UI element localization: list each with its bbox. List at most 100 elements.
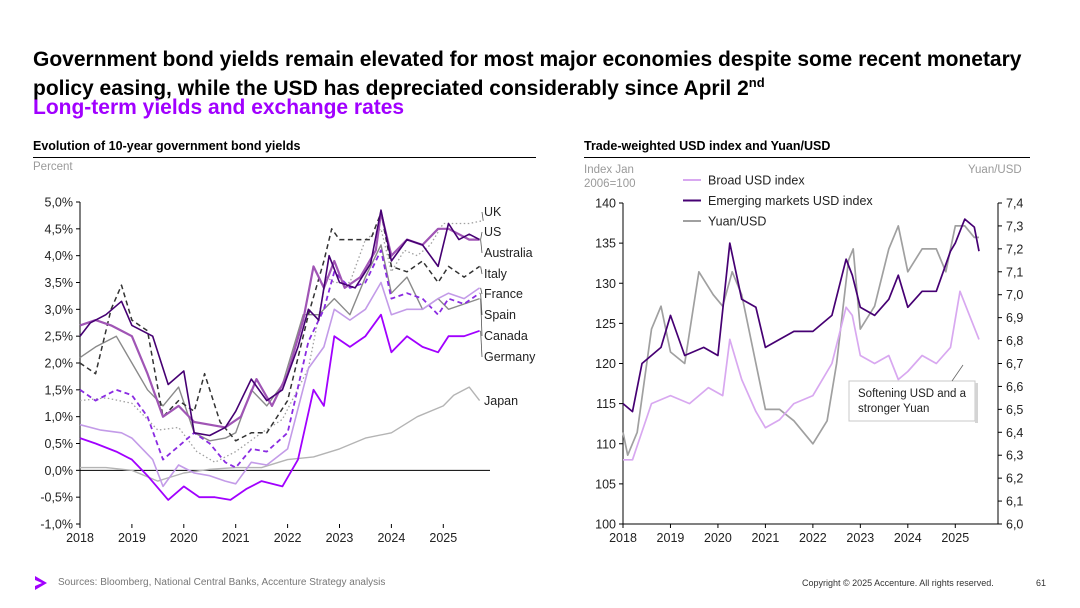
right-y2-tick-label: 6,4	[1006, 426, 1023, 440]
label-leader-germany	[480, 330, 483, 358]
left-y-tick-label: 0,5%	[45, 437, 74, 451]
copyright: Copyright © 2025 Accenture. All rights r…	[802, 578, 994, 588]
right-y2-tick-label: 6,9	[1006, 311, 1023, 325]
left-y-tick-label: 1,0%	[45, 410, 74, 424]
right-chart-rule	[584, 157, 1030, 158]
annotation-text-line1: Softening USD and a	[858, 388, 967, 400]
left-x-tick-label: 2021	[222, 531, 250, 545]
series-label-canada: Canada	[484, 329, 528, 343]
accenture-logo	[35, 576, 47, 590]
label-leader-australia	[480, 239, 483, 254]
right-y2-tick-label: 6,6	[1006, 380, 1023, 394]
series-line-france	[79, 281, 481, 488]
series-label-us: US	[484, 225, 501, 239]
legend-label-broad-usd-index: Broad USD index	[708, 174, 805, 188]
right-x-tick-label: 2024	[894, 531, 922, 545]
label-leader-italy	[480, 266, 483, 275]
page-number: 61	[1036, 578, 1047, 588]
right-y2-tick-label: 7,3	[1006, 219, 1023, 233]
sources-note: Sources: Bloomberg, National Central Ban…	[58, 577, 386, 588]
left-chart-unit: Percent	[33, 161, 73, 173]
right-chart-left-unit: Index Jan 2006=100	[584, 164, 636, 190]
series-line-japan	[80, 386, 481, 482]
series-label-spain: Spain	[484, 308, 516, 322]
left-x-tick-label: 2018	[66, 531, 94, 545]
left-x-tick-label: 2019	[118, 531, 146, 545]
left-x-tick-label: 2022	[274, 531, 302, 545]
right-y2-tick-label: 6,3	[1006, 449, 1023, 463]
right-y2-tick-label: 7,2	[1006, 242, 1023, 256]
right-y-tick-label: 125	[595, 317, 616, 331]
legend-label-emerging-markets-usd-index: Emerging markets USD index	[708, 194, 873, 208]
series-line-spain	[79, 249, 481, 469]
right-x-tick-label: 2025	[941, 531, 969, 545]
series-label-australia: Australia	[484, 246, 533, 260]
right-chart-right-unit: Yuan/USD	[968, 164, 1022, 176]
series-line-uk	[79, 220, 483, 463]
label-leader-canada	[480, 298, 483, 337]
series-label-germany: Germany	[484, 350, 536, 364]
annotation-box	[848, 380, 976, 422]
left-y-tick-label: 5,0%	[45, 196, 74, 210]
series-label-japan: Japan	[484, 394, 518, 408]
left-y-tick-label: 2,0%	[45, 357, 74, 371]
right-y-tick-label: 110	[596, 437, 616, 451]
right-x-tick-label: 2022	[799, 531, 827, 545]
series-line-italy	[79, 211, 481, 442]
right-x-tick-label: 2020	[704, 531, 732, 545]
right-y-tick-label: 100	[595, 518, 616, 532]
series-label-france: France	[484, 287, 523, 301]
series-line-us	[79, 209, 480, 437]
annotation-text-line2: stronger Yuan	[858, 403, 929, 415]
right-y2-tick-label: 6,5	[1006, 403, 1023, 417]
right-y2-tick-label: 6,8	[1006, 334, 1023, 348]
left-y-tick-label: 3,0%	[45, 303, 74, 317]
left-y-tick-label: 0,0%	[45, 464, 74, 478]
right-y2-tick-label: 6,0	[1006, 518, 1023, 532]
left-y-tick-label: 3,5%	[45, 276, 74, 290]
series-line-broad-usd-index	[623, 290, 980, 461]
series-line-yuan-usd	[622, 225, 979, 457]
right-y-tick-label: 120	[595, 357, 616, 371]
right-y-tick-label: 135	[595, 237, 616, 251]
left-y-tick-label: 1,5%	[45, 383, 74, 397]
right-y2-tick-label: 6,2	[1006, 472, 1023, 486]
left-chart-rule	[33, 157, 536, 158]
left-chart-title: Evolution of 10-year government bond yie…	[33, 139, 301, 153]
page-subtitle: Long-term yields and exchange rates	[33, 96, 405, 119]
legend-label-yuan-usd: Yuan/USD	[708, 215, 766, 229]
label-leader-france	[480, 287, 483, 295]
label-leader-spain	[480, 293, 483, 316]
right-y-tick-label: 140	[595, 197, 616, 211]
series-label-uk: UK	[484, 205, 502, 219]
label-leader-us	[480, 231, 483, 240]
series-line-germany	[79, 313, 480, 501]
series-label-italy: Italy	[484, 267, 508, 281]
left-x-tick-label: 2020	[170, 531, 198, 545]
series-line-australia	[79, 211, 480, 429]
left-y-tick-label: 4,0%	[45, 249, 74, 263]
left-x-tick-label: 2024	[377, 531, 405, 545]
label-leader-uk	[481, 211, 484, 221]
right-y2-tick-label: 7,1	[1006, 265, 1023, 279]
left-y-tick-label: -1,0%	[40, 518, 73, 532]
page-title: Government bond yields remain elevated f…	[33, 48, 1022, 100]
right-x-tick-label: 2019	[657, 531, 685, 545]
left-y-tick-label: 2,5%	[45, 330, 74, 344]
right-y2-tick-label: 6,7	[1006, 357, 1023, 371]
right-x-tick-label: 2018	[609, 531, 637, 545]
right-y-tick-label: 105	[595, 477, 616, 491]
right-y2-tick-label: 7,0	[1006, 288, 1023, 302]
left-x-tick-label: 2025	[429, 531, 457, 545]
left-y-tick-label: 4,5%	[45, 222, 74, 236]
series-line-emerging-markets-usd-index	[622, 218, 980, 413]
right-y2-tick-label: 7,4	[1006, 197, 1023, 211]
right-x-tick-label: 2021	[751, 531, 779, 545]
annotation-box-shadow	[975, 383, 978, 423]
right-y-tick-label: 130	[595, 277, 616, 291]
annotation-pointer	[951, 364, 964, 382]
right-y2-tick-label: 6,1	[1006, 495, 1023, 509]
left-y-tick-label: -0,5%	[40, 491, 73, 505]
right-chart-title: Trade-weighted USD index and Yuan/USD	[584, 139, 831, 153]
